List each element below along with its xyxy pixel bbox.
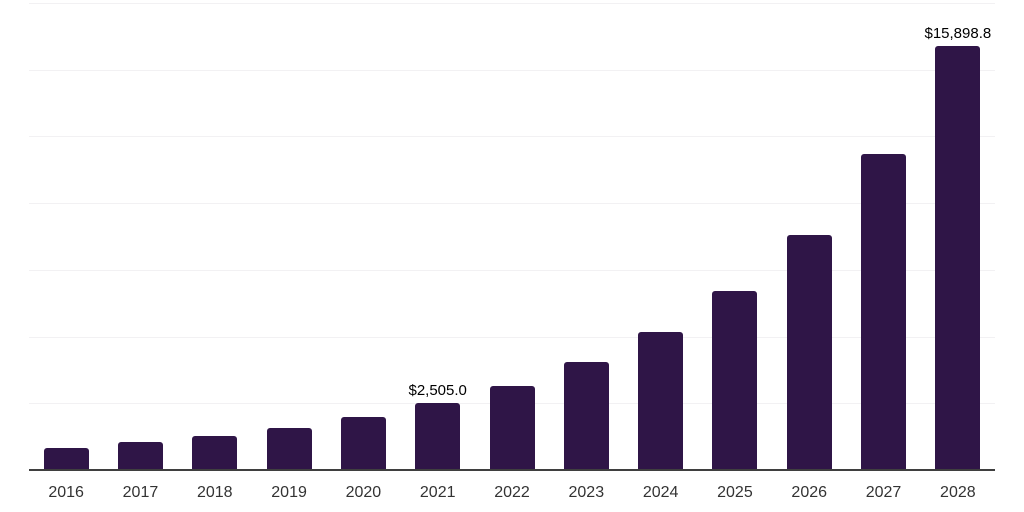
bar-2024 (638, 331, 684, 470)
data-label-2028: $15,898.8 (924, 24, 992, 42)
bar-2021 (415, 403, 461, 470)
x-axis-line (29, 469, 995, 471)
x-tick-2017: 2017 (122, 484, 159, 501)
gridline-17500 (29, 3, 995, 4)
bar-2027 (861, 154, 907, 470)
gridline-10000 (29, 203, 995, 205)
bar-2023 (563, 361, 609, 470)
x-tick-2027: 2027 (865, 484, 902, 501)
bar-2018 (192, 435, 238, 470)
gridline-5000 (29, 336, 995, 338)
x-tick-2022: 2022 (494, 484, 530, 501)
bar-2026 (786, 234, 832, 470)
x-tick-2024: 2024 (642, 484, 679, 501)
x-tick-2019: 2019 (271, 484, 307, 501)
gridline-7500 (29, 269, 995, 271)
x-tick-2023: 2023 (568, 484, 605, 501)
bar-2017 (117, 442, 163, 470)
bar-2016 (43, 448, 89, 470)
bar-2022 (489, 385, 535, 470)
bar-2020 (340, 416, 386, 470)
bar-2028 (935, 45, 981, 470)
x-tick-2025: 2025 (717, 484, 753, 501)
gridline-15000 (29, 69, 995, 71)
x-tick-2020: 2020 (345, 484, 382, 501)
data-label-2021: $2,505.0 (408, 382, 467, 400)
x-tick-2016: 2016 (48, 484, 84, 501)
x-tick-2018: 2018 (196, 484, 233, 501)
x-tick-2028: 2028 (940, 484, 976, 501)
gridline-12500 (29, 136, 995, 138)
bar-2019 (266, 428, 312, 470)
x-tick-2021: 2021 (419, 484, 456, 501)
x-tick-2026: 2026 (791, 484, 828, 501)
bar-2025 (712, 290, 758, 470)
